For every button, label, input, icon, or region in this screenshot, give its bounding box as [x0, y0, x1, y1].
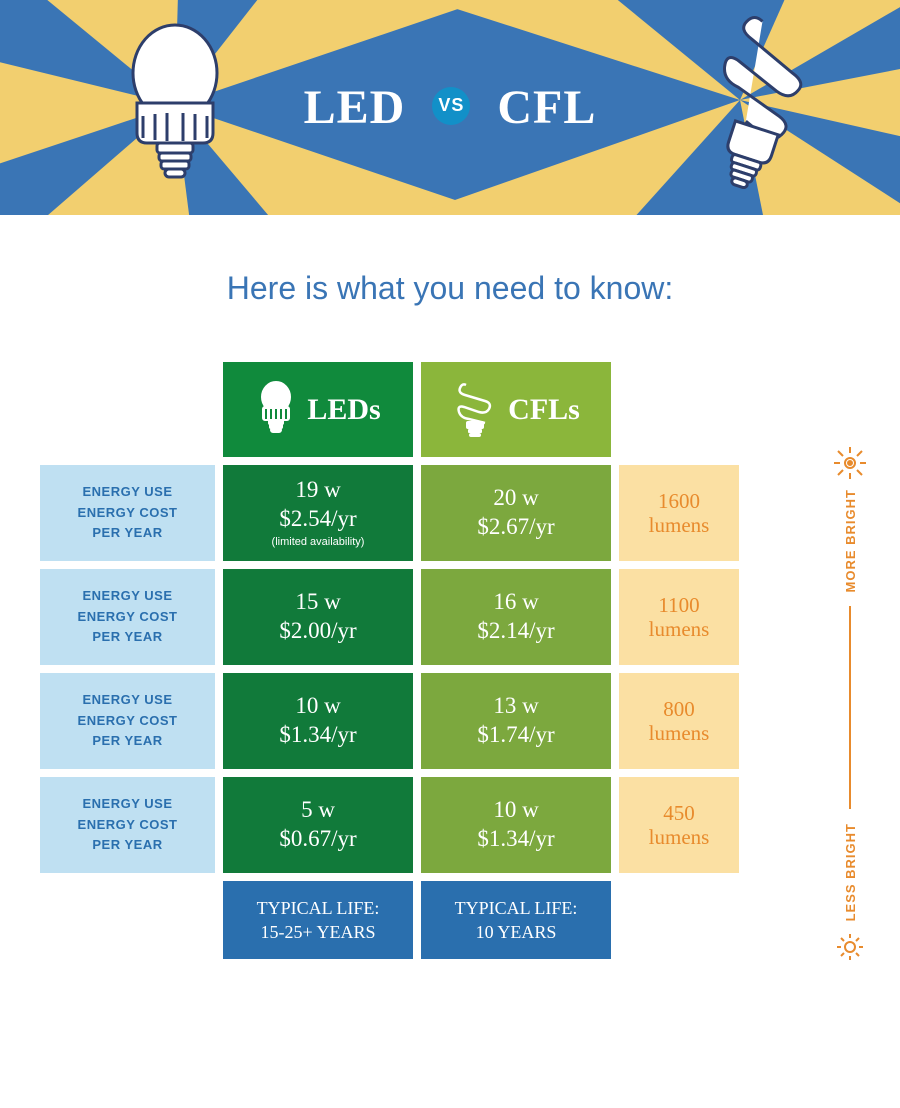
lumens-cell: 450 lumens: [619, 777, 739, 873]
watts-value: 15 w: [295, 588, 340, 617]
row-label-line: ENERGY COST: [78, 607, 178, 628]
cell-note: (limited availability): [272, 536, 365, 550]
led-column-header: LEDs: [223, 362, 413, 457]
lumens-unit: lumens: [649, 617, 710, 641]
lumens-value: 1100: [658, 593, 699, 617]
cost-value: $2.54/yr: [279, 505, 356, 534]
led-data-cell: 19 w $2.54/yr (limited availability): [223, 465, 413, 561]
cfl-small-icon: [452, 379, 498, 441]
life-value: 10 YEARS: [476, 920, 557, 944]
banner-title: LED VS CFL: [0, 80, 900, 135]
more-bright-label: MORE BRIGHT: [843, 481, 858, 600]
cost-value: $2.67/yr: [477, 513, 554, 542]
cost-value: $2.14/yr: [477, 617, 554, 646]
vs-badge: VS: [432, 87, 470, 125]
sun-bright-icon: [832, 445, 868, 481]
row-label-line: ENERGY USE: [82, 586, 172, 607]
life-value: 15-25+ YEARS: [261, 920, 376, 944]
led-data-cell: 5 w $0.67/yr: [223, 777, 413, 873]
watts-value: 13 w: [493, 692, 538, 721]
cfl-data-cell: 20 w $2.67/yr: [421, 465, 611, 561]
cost-value: $0.67/yr: [279, 825, 356, 854]
row-label-line: ENERGY USE: [82, 794, 172, 815]
page-subtitle: Here is what you need to know:: [0, 270, 900, 307]
lumens-cell: 1600 lumens: [619, 465, 739, 561]
header-spacer: [40, 362, 215, 457]
watts-value: 5 w: [301, 796, 335, 825]
row-label-line: ENERGY USE: [82, 690, 172, 711]
cfl-column-header: CFLs: [421, 362, 611, 457]
watts-value: 10 w: [295, 692, 340, 721]
watts-value: 19 w: [295, 476, 340, 505]
lumens-value: 800: [663, 697, 695, 721]
cfl-column-label: CFLs: [508, 393, 580, 427]
comparison-grid: LEDs CFLs ENERGY USE ENERGY COST PER YEA…: [40, 362, 860, 959]
cost-value: $1.34/yr: [477, 825, 554, 854]
data-row: ENERGY USE ENERGY COST PER YEAR 10 w $1.…: [40, 673, 860, 769]
cfl-data-cell: 10 w $1.34/yr: [421, 777, 611, 873]
led-small-icon: [255, 381, 297, 439]
brightness-scale: MORE BRIGHT LESS BRIGHT: [820, 445, 880, 965]
row-label-line: ENERGY USE: [82, 482, 172, 503]
life-label: TYPICAL LIFE:: [455, 896, 578, 920]
row-label-cell: ENERGY USE ENERGY COST PER YEAR: [40, 777, 215, 873]
lumens-unit: lumens: [649, 513, 710, 537]
brightness-line: [849, 606, 851, 808]
data-row: ENERGY USE ENERGY COST PER YEAR 19 w $2.…: [40, 465, 860, 561]
row-label-line: ENERGY COST: [78, 711, 178, 732]
led-data-cell: 10 w $1.34/yr: [223, 673, 413, 769]
life-spacer: [40, 881, 215, 959]
cfl-data-cell: 13 w $1.74/yr: [421, 673, 611, 769]
cfl-life-cell: TYPICAL LIFE: 10 YEARS: [421, 881, 611, 959]
watts-value: 20 w: [493, 484, 538, 513]
cost-value: $1.74/yr: [477, 721, 554, 750]
led-column-label: LEDs: [307, 393, 380, 427]
row-label-line: ENERGY COST: [78, 503, 178, 524]
lumens-value: 450: [663, 801, 695, 825]
column-header-row: LEDs CFLs: [40, 362, 860, 457]
less-bright-label: LESS BRIGHT: [843, 815, 858, 929]
lumens-cell: 1100 lumens: [619, 569, 739, 665]
lumens-cell: 800 lumens: [619, 673, 739, 769]
cost-value: $1.34/yr: [279, 721, 356, 750]
lumens-unit: lumens: [649, 825, 710, 849]
life-label: TYPICAL LIFE:: [257, 896, 380, 920]
cfl-data-cell: 16 w $2.14/yr: [421, 569, 611, 665]
row-label-line: PER YEAR: [92, 523, 162, 544]
row-label-line: ENERGY COST: [78, 815, 178, 836]
led-data-cell: 15 w $2.00/yr: [223, 569, 413, 665]
row-label-cell: ENERGY USE ENERGY COST PER YEAR: [40, 673, 215, 769]
banner-right-label: CFL: [497, 81, 596, 134]
lumens-unit: lumens: [649, 721, 710, 745]
data-row: ENERGY USE ENERGY COST PER YEAR 15 w $2.…: [40, 569, 860, 665]
life-row: TYPICAL LIFE: 15-25+ YEARS TYPICAL LIFE:…: [40, 881, 860, 959]
row-label-line: PER YEAR: [92, 731, 162, 752]
lumens-value: 1600: [658, 489, 700, 513]
row-label-line: PER YEAR: [92, 627, 162, 648]
led-life-cell: TYPICAL LIFE: 15-25+ YEARS: [223, 881, 413, 959]
sun-dim-icon: [832, 929, 868, 965]
banner-left-label: LED: [304, 81, 406, 134]
cost-value: $2.00/yr: [279, 617, 356, 646]
header-banner: LED VS CFL: [0, 0, 900, 215]
row-label-line: PER YEAR: [92, 835, 162, 856]
watts-value: 16 w: [493, 588, 538, 617]
row-label-cell: ENERGY USE ENERGY COST PER YEAR: [40, 569, 215, 665]
data-row: ENERGY USE ENERGY COST PER YEAR 5 w $0.6…: [40, 777, 860, 873]
row-label-cell: ENERGY USE ENERGY COST PER YEAR: [40, 465, 215, 561]
watts-value: 10 w: [493, 796, 538, 825]
